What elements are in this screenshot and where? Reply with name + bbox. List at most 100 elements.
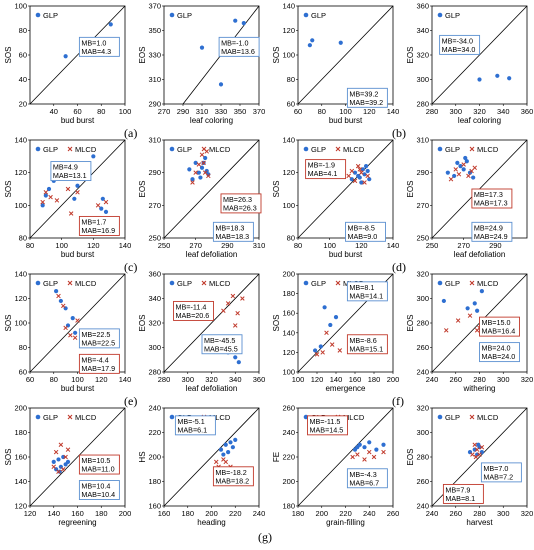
stats-box-frame [479,342,520,363]
mlcd-point-stroke [346,173,351,179]
x-tick-label: 100 [339,107,352,116]
stats-mb: MB=17.3 [474,190,503,199]
glp-point [464,159,469,164]
x-tick-label: 340 [497,107,510,116]
legend-marker-glp [169,12,175,18]
y-axis-label: SOS [4,47,13,64]
x-tick-label: 100 [71,375,84,384]
legend-label: GLP [445,279,460,288]
y-axis-label: SOS [272,47,281,64]
stats-mb: MB=26.3 [223,195,252,204]
stats-box-frame [220,193,262,214]
y-tick-label: 100 [282,368,295,377]
legend-label: GLP [177,145,192,154]
scatter-panel: 80 100 120 140 80 100 120 140 bud burst SOS GLP MLC… [272,136,399,260]
x-tick-label: 250 [426,241,439,250]
x-tick-label: 280 [158,375,171,384]
x-tick-label: 240 [363,509,376,518]
y-tick-label: 180 [148,477,161,486]
x-axis-label: leaf coloring [458,116,501,125]
y-axis-label: EOS [406,315,415,332]
stats-mb: MB=-1.0 [221,38,248,47]
stats-box-frame [307,415,348,436]
one-to-one-line [297,5,394,105]
x-tick-label: 120 [24,509,37,518]
stats-mab: MAB=20.6 [176,311,210,320]
scatter-panel: 250 270 290 250 270 290 310 leaf defoliation EOS… [406,136,528,259]
mlcd-point [232,323,238,328]
stats-mb: MB=18.3 [215,223,244,232]
mlcd-point [95,203,101,208]
legend-marker-glp [303,280,309,286]
y-axis-label: EOS [138,315,147,332]
stats-mb: MB=15.0 [482,318,511,327]
x-axis-label: bud burst [61,384,95,393]
glp-point [374,447,379,452]
glp-point [472,301,477,306]
x-axis-label: leaf defoliation [186,384,238,393]
mlcd-point-stroke [443,328,449,333]
glp-point [91,154,96,159]
glp-point [322,305,327,310]
x-tick-label: 240 [426,509,439,518]
mlcd-point [473,454,479,460]
y-tick-label: 180 [282,289,295,298]
mlcd-point [346,173,351,179]
legend-label: GLP [177,279,192,288]
glp-point [233,355,238,360]
legend-label: GLP [445,413,460,422]
stats-box-frame [174,415,216,436]
y-tick-label: 160 [14,453,27,462]
mlcd-point-stroke [53,449,59,455]
x-tick-label: 260 [449,509,462,518]
legend-marker-glp [169,146,175,152]
legend-marker-mlcd [201,146,207,152]
glp-point [54,289,59,294]
legend-marker-mlcd [67,414,73,420]
glp-point [477,77,482,82]
mlcd-point [359,170,364,175]
y-tick-label: 310 [416,136,429,145]
legend-label: MLCD [477,145,499,154]
scatter-panel: 80 100 120 140 80 100 120 140 bud burst SOS GLP MLC… [4,136,131,260]
stats-mab: MAB=13.6 [221,47,255,56]
legend-label: MLCD [75,145,97,154]
mlcd-point [320,350,325,355]
y-tick-label: 40 [19,75,27,84]
x-axis-label: bud burst [329,250,363,259]
mlcd-point-stroke [63,325,68,331]
glp-point [58,298,63,304]
scatter-panel: 40 60 80 100 20 40 60 80 100 bud burst SOS GLP MB=1.… [4,2,131,126]
mlcd-point [225,301,231,306]
mlcd-point [466,173,471,179]
x-tick-label: 140 [119,375,132,384]
mlcd-point-stroke [461,162,466,167]
mlcd-point-stroke [54,198,60,203]
y-tick-label: 160 [282,309,295,318]
legend-label: MLCD [209,145,231,154]
y-tick-label: 320 [416,51,429,60]
mlcd-point [56,469,61,474]
glp-point [228,440,233,445]
mlcd-point [453,167,459,172]
stats-mab: MAB=17.3 [474,199,508,208]
mlcd-point-stroke [56,293,61,299]
legend-marker-glp [35,12,41,18]
mlcd-point [221,308,226,314]
glp-point [318,344,323,349]
mlcd-point [54,198,60,203]
panel-label-b: (b) [392,126,406,140]
mlcd-point-stroke [235,310,240,316]
y-axis-label: SOS [4,315,13,332]
mlcd-point-stroke [350,454,355,460]
